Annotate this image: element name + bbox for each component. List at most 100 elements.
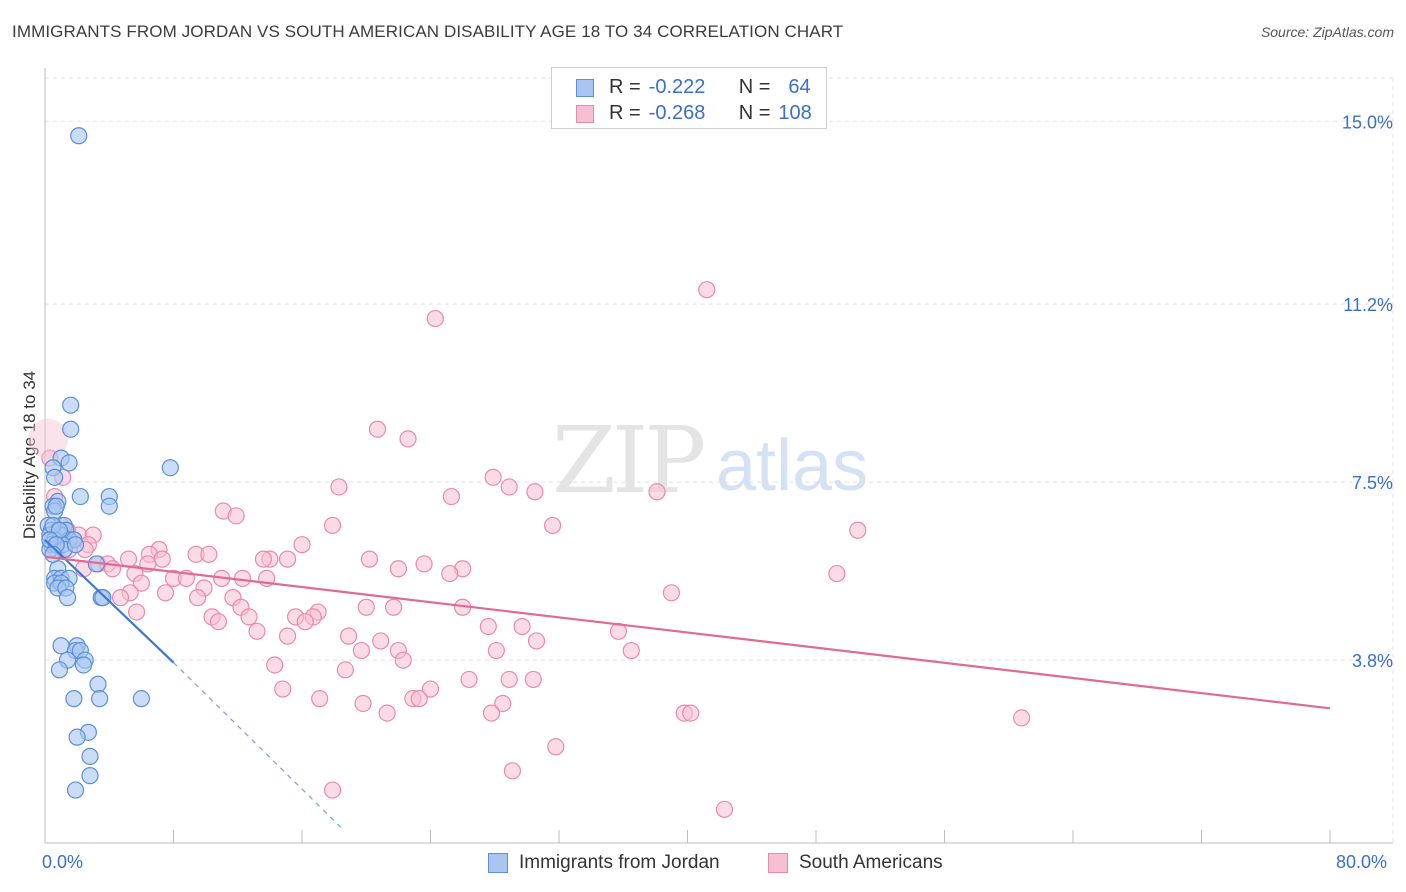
jordan-point (60, 454, 78, 472)
legend-swatch-jordan (576, 78, 594, 97)
watermark-zip: ZIP (552, 407, 703, 514)
south-american-point (360, 550, 379, 568)
x-tick-label-max: 80.0% (1336, 852, 1388, 872)
legend-row-south: R = -0.268 N = 108 (576, 102, 812, 125)
jordan-point (62, 420, 80, 438)
south-american-point (352, 641, 371, 660)
south-american-point (547, 738, 565, 756)
south-american-point (441, 564, 459, 583)
legend-swatch-south (576, 104, 594, 123)
south-american-point (698, 281, 716, 299)
bottom-legend-jordan[interactable]: Immigrants from Jordan (488, 852, 720, 874)
south-american-point (293, 536, 311, 554)
jordan-point (100, 497, 118, 515)
jordan-trend-extension (173, 662, 343, 829)
south-american-point (266, 656, 284, 674)
jordan-point (81, 767, 99, 785)
south-american-point (378, 704, 396, 722)
x-tick-label-min: 0.0% (42, 852, 84, 872)
south-american-point (357, 598, 375, 616)
bottom-legend-swatch-jordan (488, 853, 508, 873)
south-american-point (500, 478, 518, 496)
south-american-point (127, 603, 146, 621)
south-american-point (119, 550, 138, 568)
south-american-point (442, 487, 460, 506)
jordan-point (52, 637, 70, 655)
south-american-point (715, 800, 734, 818)
south-american-point (487, 641, 505, 660)
jordan-points (39, 127, 179, 799)
jordan-point (66, 781, 85, 799)
tick-labels: 3.8% 7.5% 11.2% 15.0% (1342, 112, 1393, 671)
south-american-point (278, 550, 297, 568)
south-american-point (622, 641, 640, 660)
south-american-point (339, 627, 358, 645)
legend-r-label: R = (609, 102, 641, 124)
south-american-point (354, 694, 372, 713)
jordan-point (62, 396, 80, 414)
south-american-point (849, 521, 867, 539)
south-american-point (524, 670, 542, 689)
south-american-point (188, 589, 207, 607)
south-american-point (323, 781, 342, 799)
jordan-point (94, 589, 112, 607)
jordan-point (46, 468, 64, 486)
south-american-point (484, 468, 502, 486)
south-americans-points (28, 281, 1031, 818)
south-american-point (274, 680, 292, 698)
jordan-point (132, 690, 150, 708)
bottom-legend-label-south: South Americans (799, 852, 943, 873)
south-american-point (682, 704, 700, 722)
south-american-point (248, 622, 266, 640)
south-american-point (336, 661, 354, 679)
south-american-point (156, 584, 175, 602)
south-american-point (479, 617, 497, 636)
south-american-point (368, 420, 387, 438)
south-american-point (323, 516, 342, 535)
south-american-point (384, 598, 403, 616)
south-american-point (111, 589, 130, 607)
legend-r-label: R = (609, 76, 641, 98)
legend-row-jordan: R = -0.222 N = 64 (576, 76, 811, 99)
south-american-point (460, 670, 478, 689)
jordan-point (161, 459, 179, 477)
watermark-atlas: atlas (716, 426, 868, 506)
source-label: Source: ZipAtlas.com (1260, 24, 1394, 40)
south-american-point (494, 694, 512, 713)
south-american-point (200, 545, 218, 563)
south-american-point (482, 704, 501, 722)
south-american-point (662, 584, 681, 602)
bottom-legend-label-jordan: Immigrants from Jordan (519, 852, 720, 873)
legend-r-value-south: -0.268 (648, 102, 706, 124)
legend-r-value-jordan: -0.222 (648, 76, 706, 98)
south-american-point (543, 516, 562, 535)
y-tick-label: 15.0% (1342, 112, 1393, 132)
south-american-point (648, 483, 666, 501)
jordan-point (47, 497, 65, 515)
south-american-point (330, 478, 348, 496)
bottom-legend-south[interactable]: South Americans (768, 852, 943, 874)
jordan-point (71, 487, 89, 506)
south-american-point (503, 762, 522, 780)
south-american-point (527, 632, 546, 650)
south-american-point (500, 670, 518, 689)
jordan-point (81, 747, 99, 765)
bottom-legend-swatch-south (768, 853, 788, 873)
jordan-point (58, 589, 77, 607)
south-american-point (526, 483, 544, 501)
south-american-point (254, 550, 273, 568)
y-tick-label: 11.2% (1343, 295, 1393, 315)
jordan-point (91, 690, 109, 708)
south-american-point (278, 627, 297, 645)
south-american-point (410, 690, 428, 708)
south-american-point (372, 632, 390, 650)
south-american-point (209, 613, 228, 631)
south-american-point (513, 617, 531, 636)
jordan-point (65, 690, 83, 708)
trend-lines (44, 539, 1331, 829)
correlation-legend: R = -0.222 N = 64 R = -0.268 N = 108 (551, 67, 827, 129)
south-american-point (153, 550, 171, 568)
south-american-point (311, 690, 329, 708)
legend-n-label: N = (738, 102, 771, 124)
